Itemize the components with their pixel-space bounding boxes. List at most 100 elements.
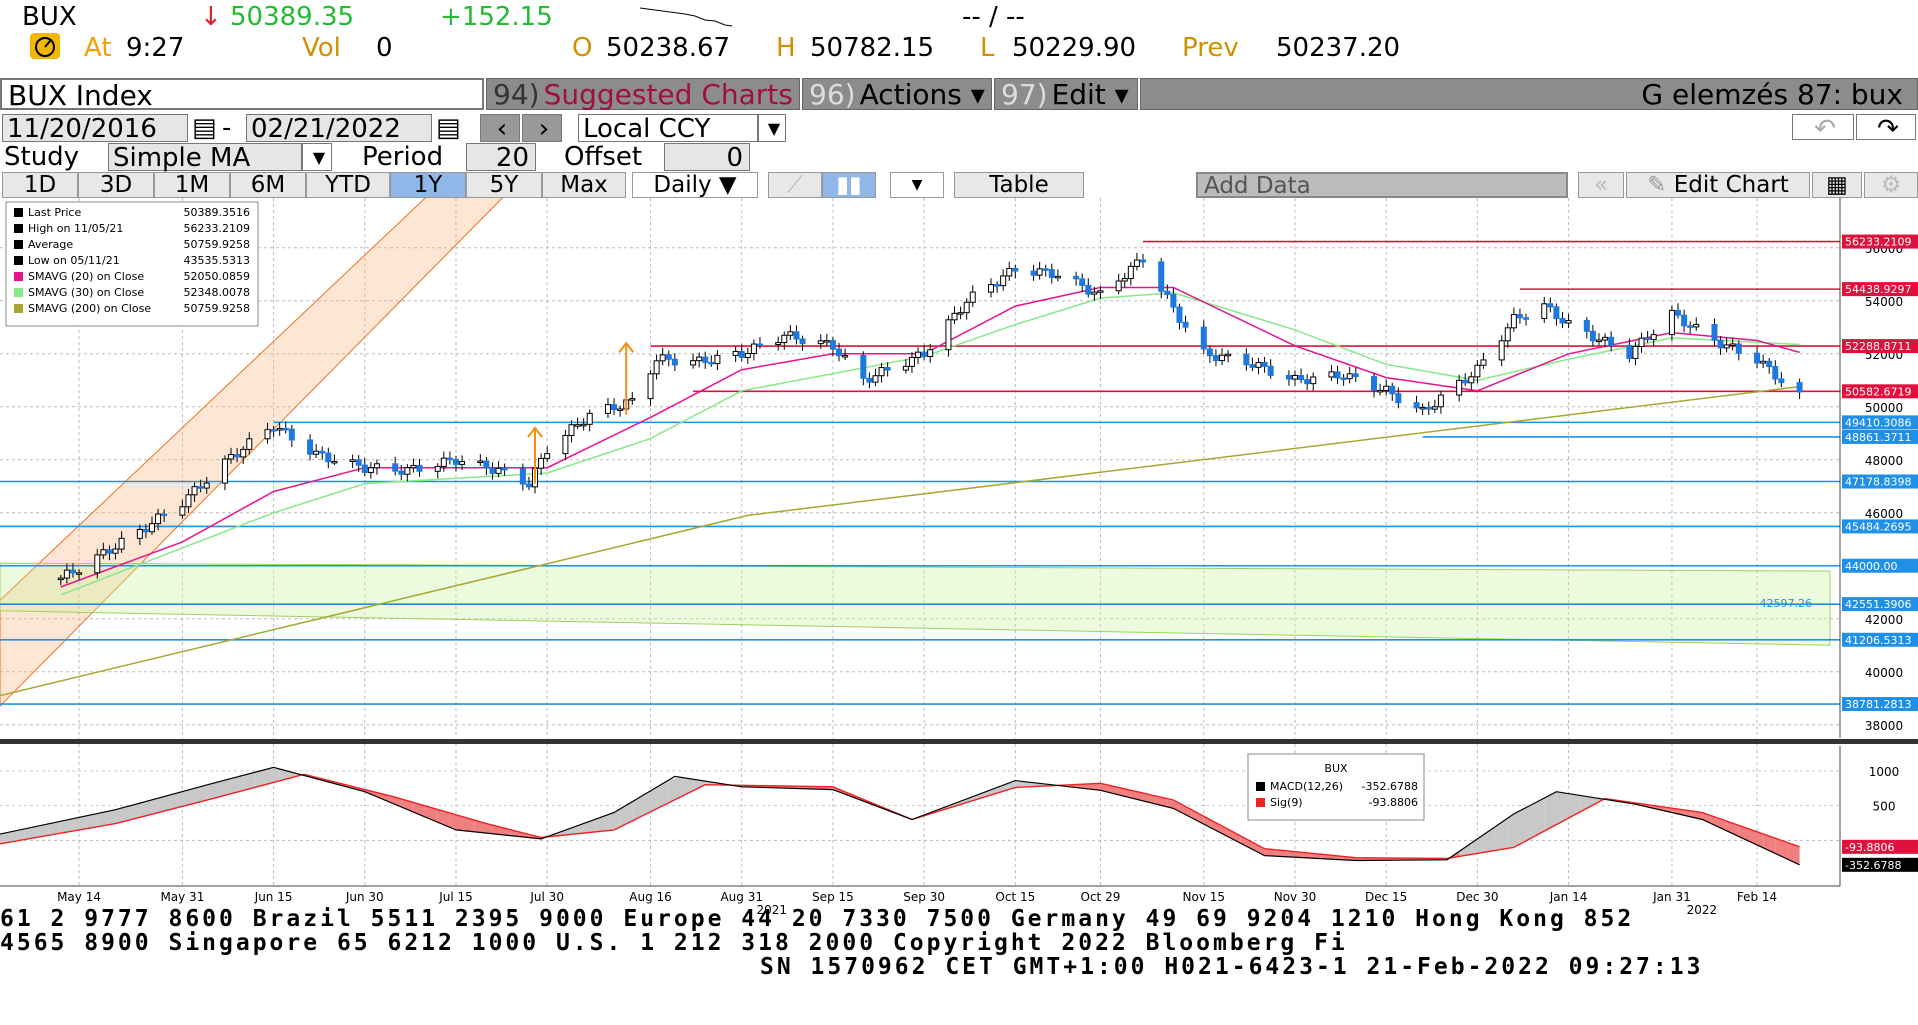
period-button-ytd[interactable]: YTD bbox=[306, 172, 390, 198]
candle-body bbox=[94, 554, 101, 574]
chevron-down-icon[interactable]: ▼ bbox=[302, 143, 332, 171]
candle-body bbox=[799, 338, 806, 345]
macd-hist-fill bbox=[109, 808, 122, 825]
macd-hist-fill bbox=[1459, 843, 1472, 857]
candle-body bbox=[142, 528, 149, 533]
macd-hist-fill bbox=[1191, 809, 1204, 825]
chevron-down-icon[interactable]: ▼ bbox=[758, 114, 786, 142]
prev-range-button[interactable]: ‹ bbox=[480, 114, 520, 143]
edit-num: 97) bbox=[1001, 78, 1048, 111]
candle-body bbox=[288, 428, 295, 441]
sma20-line bbox=[60, 286, 1800, 588]
candle-chart-icon[interactable]: ▮▮ bbox=[822, 172, 876, 198]
macd-hist-fill bbox=[620, 801, 633, 827]
candle-body bbox=[1583, 320, 1590, 332]
add-data-input[interactable]: Add Data bbox=[1196, 172, 1568, 198]
period-button-1d[interactable]: 1D bbox=[2, 172, 78, 198]
redo-button[interactable]: ↷ bbox=[1856, 114, 1916, 143]
period-button-3d[interactable]: 3D bbox=[78, 172, 154, 198]
breakout-arrows bbox=[527, 341, 635, 484]
legend-swatch bbox=[14, 304, 23, 313]
level-label-bg bbox=[1842, 339, 1918, 354]
start-date-input[interactable]: 11/20/2016 bbox=[2, 114, 188, 143]
candle-body bbox=[1523, 317, 1530, 320]
x-tick-label: Aug 31 bbox=[720, 890, 763, 904]
edit-chart-button[interactable]: ✎ Edit Chart bbox=[1626, 172, 1810, 198]
candle-body bbox=[1267, 365, 1274, 376]
macd-hist-fill bbox=[693, 779, 706, 791]
macd-hist-fill bbox=[595, 814, 608, 832]
candle-body bbox=[1115, 280, 1122, 292]
footer-ticker-2: 4565 8900 Singapore 65 6212 1000 U.S. 1 … bbox=[0, 930, 1348, 956]
period-button-6m[interactable]: 6M bbox=[230, 172, 306, 198]
frequency-select[interactable]: Daily ▼ bbox=[632, 172, 758, 198]
line-chart-icon[interactable]: ⟋ bbox=[768, 172, 822, 198]
offset-input[interactable]: 0 bbox=[664, 143, 750, 172]
macd-hist-fill bbox=[1228, 829, 1241, 844]
candle-body bbox=[1419, 406, 1426, 410]
macd-legend-title: BUX bbox=[1324, 762, 1348, 775]
macd-hist-fill bbox=[24, 826, 37, 840]
collapse-icon[interactable]: « bbox=[1578, 172, 1624, 198]
calendar-icon[interactable]: ▤ bbox=[436, 113, 461, 143]
period-button-max[interactable]: Max bbox=[542, 172, 626, 198]
macd-hist-fill bbox=[449, 813, 463, 831]
ticker-symbol: BUX bbox=[22, 2, 77, 32]
legend-value: 50759.9258 bbox=[184, 302, 250, 315]
candle-body bbox=[1091, 291, 1098, 295]
y-tick-label: 46000 bbox=[1865, 507, 1903, 521]
candle-body bbox=[574, 424, 581, 427]
study-select[interactable]: Simple MA bbox=[108, 143, 302, 172]
level-label-bg bbox=[1842, 632, 1918, 647]
level-label: 52288.8711 bbox=[1845, 340, 1911, 353]
suggested-label: Suggested Charts bbox=[543, 78, 793, 111]
candle-body bbox=[1754, 352, 1761, 364]
candle-body bbox=[1413, 402, 1420, 409]
period-button-1y[interactable]: 1Y bbox=[390, 172, 466, 198]
gear-icon[interactable]: ⚙ bbox=[1864, 172, 1918, 198]
security-input[interactable]: BUX Index bbox=[0, 78, 484, 112]
x-tick-label: May 31 bbox=[160, 890, 204, 904]
end-date-input[interactable]: 02/21/2022 bbox=[246, 114, 432, 143]
x-tick-label: Dec 30 bbox=[1456, 890, 1498, 904]
candle-body bbox=[586, 412, 593, 425]
candle-body bbox=[1456, 379, 1463, 396]
candle-body bbox=[1437, 394, 1444, 408]
candle-body bbox=[1042, 268, 1049, 271]
table-button[interactable]: Table bbox=[954, 172, 1084, 198]
period-input[interactable]: 20 bbox=[466, 143, 536, 172]
macd-hist-fill bbox=[267, 768, 280, 785]
y-axis: 3800040000420004400046000480005000052000… bbox=[0, 198, 1918, 744]
chevron-down-icon[interactable]: ▼ bbox=[890, 172, 944, 198]
period-button-5y[interactable]: 5Y bbox=[466, 172, 542, 198]
candle-body bbox=[860, 355, 867, 379]
level-label-bg bbox=[1842, 597, 1918, 612]
candle-body bbox=[604, 404, 611, 414]
candle-body bbox=[459, 461, 466, 465]
calendar-icon[interactable]: ▤ bbox=[192, 113, 217, 143]
macd-hist-fill bbox=[1264, 848, 1277, 857]
candle-body bbox=[544, 453, 551, 459]
chart-settings-icon[interactable]: ▦ bbox=[1812, 172, 1862, 198]
candle-body bbox=[1334, 371, 1341, 379]
actions-menu[interactable]: 96) Actions ▾ bbox=[802, 78, 992, 111]
candle-body bbox=[866, 377, 873, 383]
next-range-button[interactable]: › bbox=[522, 114, 562, 143]
undo-button[interactable]: ↶ bbox=[1792, 114, 1854, 143]
legend-value: 56233.2109 bbox=[184, 222, 250, 235]
edit-menu[interactable]: 97) Edit ▾ bbox=[994, 78, 1138, 111]
legend-swatch bbox=[14, 240, 23, 249]
x-tick-label: Jun 30 bbox=[345, 890, 384, 904]
candle-body bbox=[1595, 339, 1602, 343]
currency-select[interactable]: Local CCY bbox=[578, 114, 758, 143]
candle-body bbox=[404, 467, 411, 475]
suggested-charts-button[interactable]: 94) Suggested Charts bbox=[486, 78, 800, 111]
candle-body bbox=[1225, 353, 1232, 357]
period-button-1m[interactable]: 1M bbox=[154, 172, 230, 198]
arrow-head bbox=[527, 426, 543, 438]
high-value: 50782.15 bbox=[810, 33, 935, 63]
edit-label: Edit ▾ bbox=[1051, 78, 1129, 111]
legend-value: 43535.5313 bbox=[184, 254, 250, 267]
candle-body bbox=[349, 459, 356, 462]
quote-time: 9:27 bbox=[126, 33, 185, 63]
